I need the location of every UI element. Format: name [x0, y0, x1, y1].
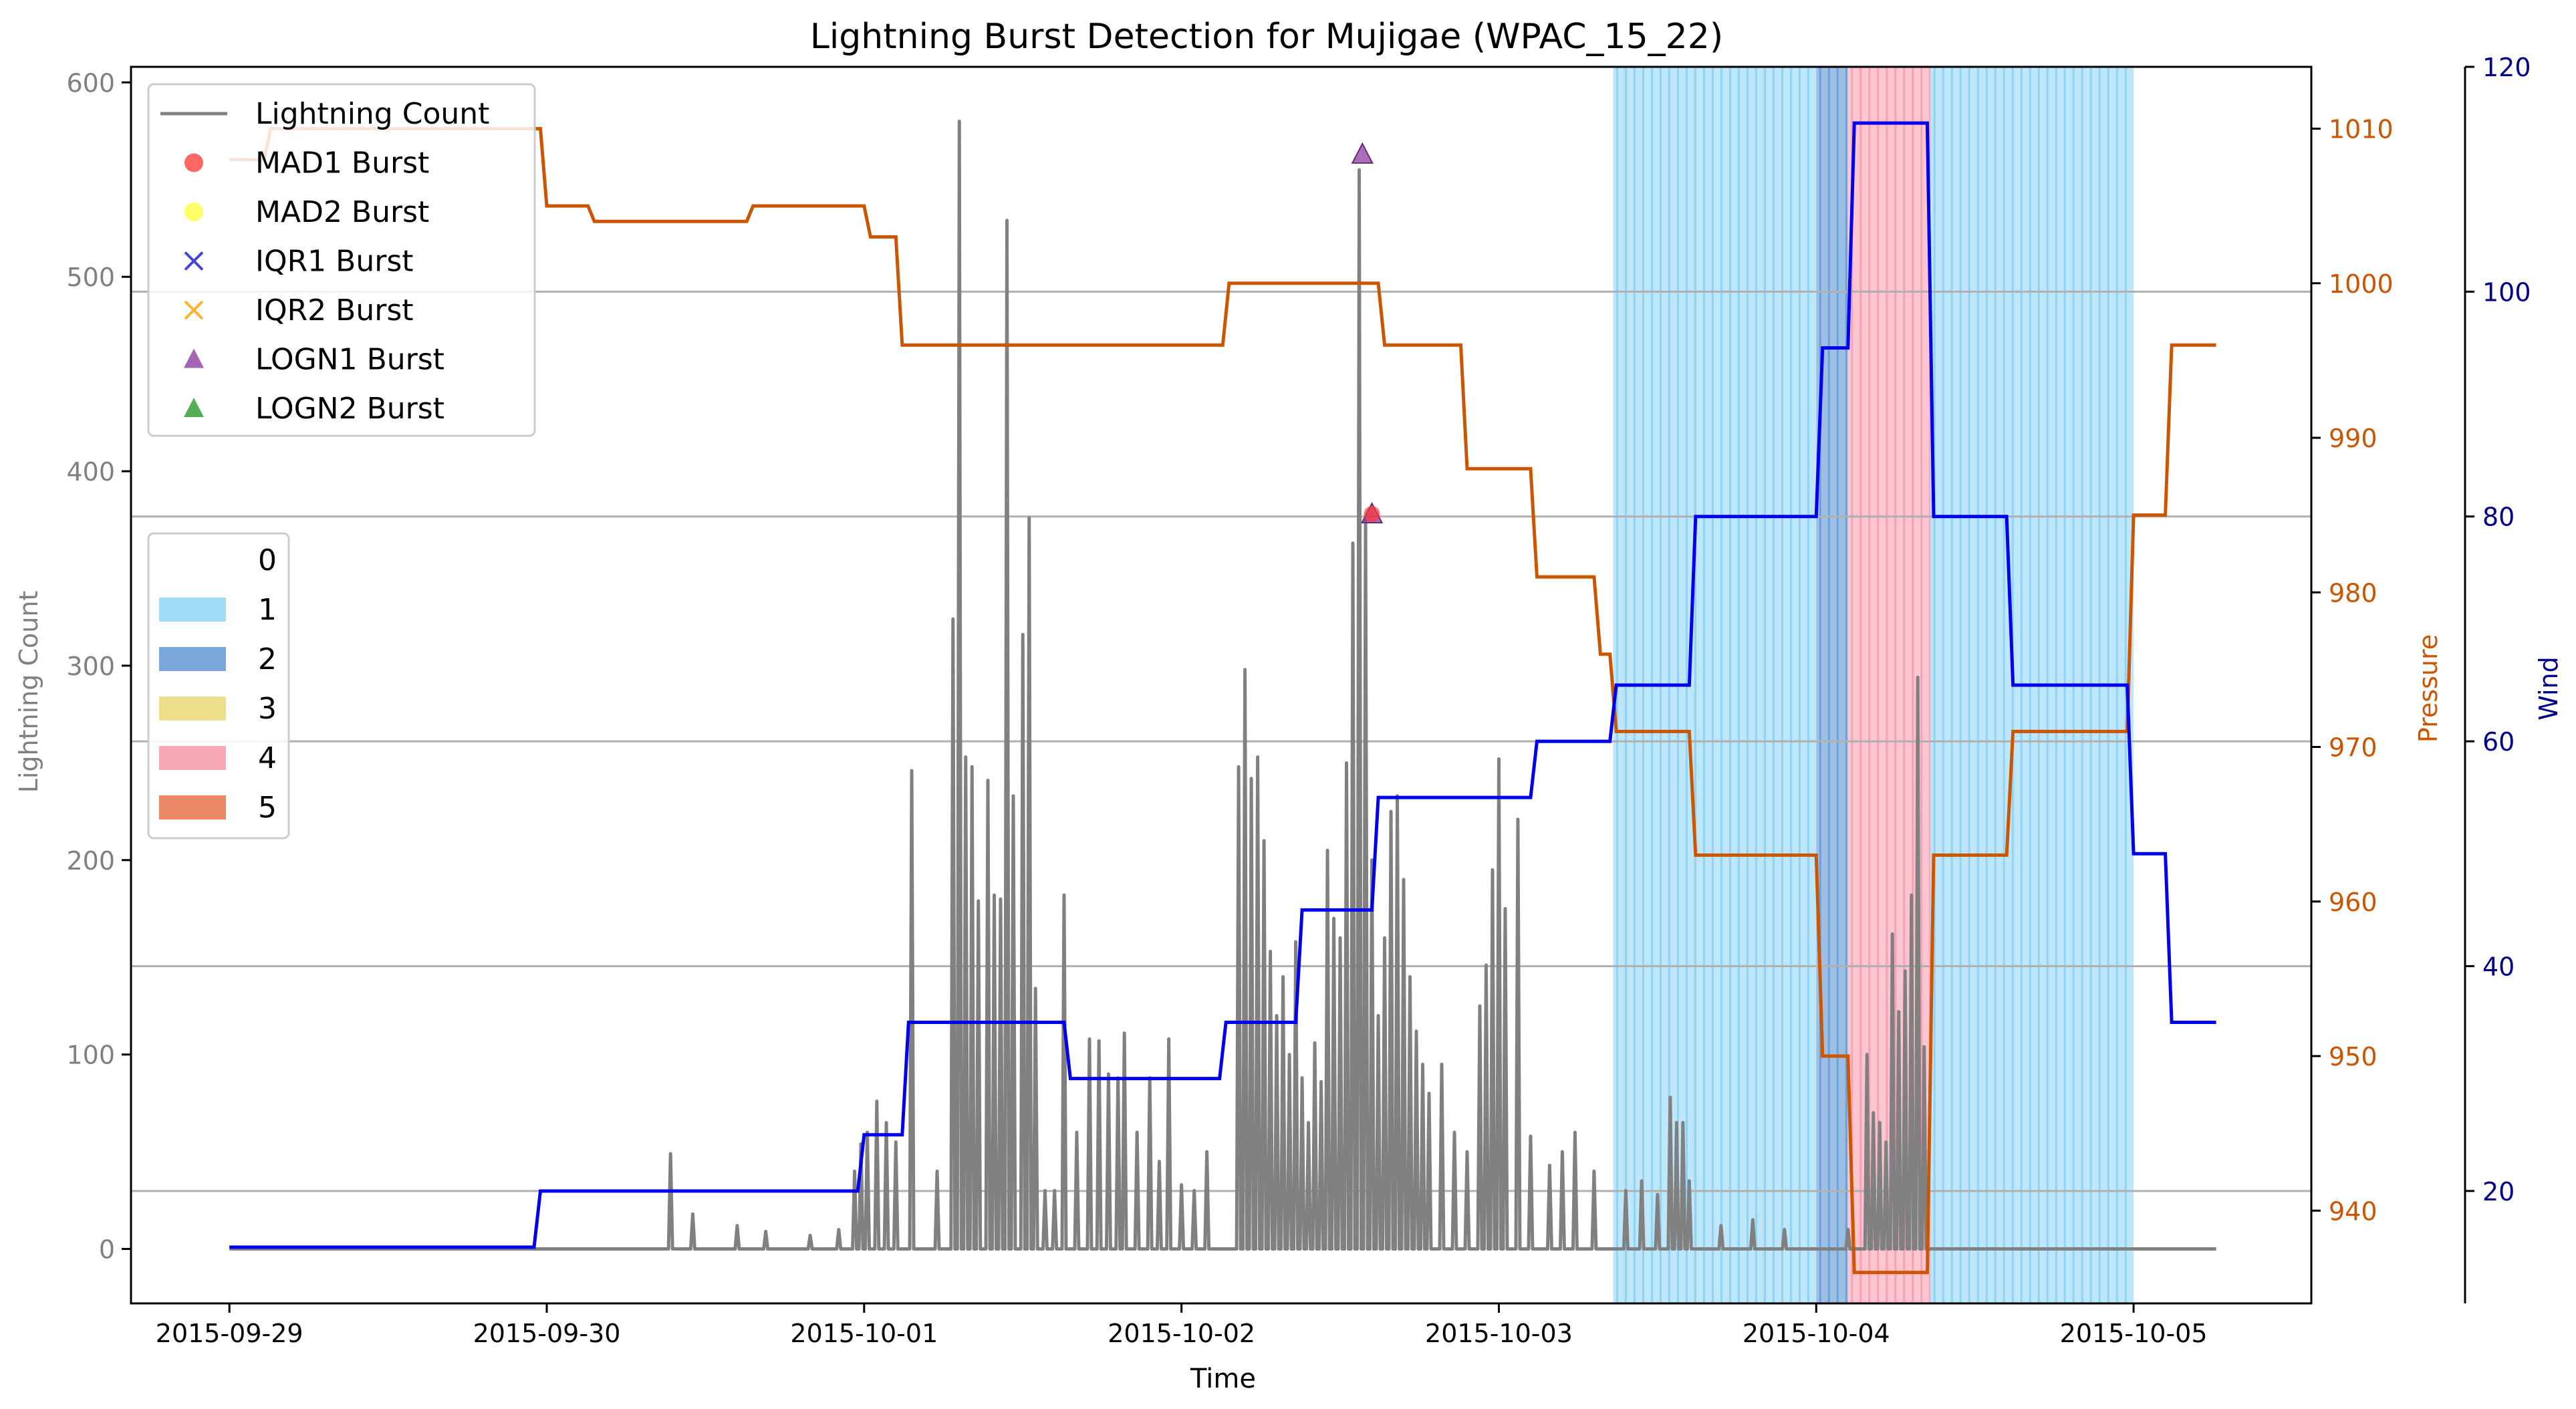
legend-layer: Lightning Count MAD1 Burst MAD2 Burst IQR1 … [148, 84, 535, 838]
y-tick-label-left: 600 [66, 68, 115, 98]
chart-title: Lightning Burst Detection for Mujigae (W… [810, 17, 1723, 57]
legend-circle-swatch [184, 154, 203, 172]
burst-marker-mad1 [1364, 506, 1380, 522]
y-tick-label-wind: 80 [2482, 503, 2515, 532]
legend-category-swatch [159, 746, 226, 770]
y-axis-label-wind: Wind [2534, 656, 2563, 721]
y-tick-label-pressure: 970 [2329, 733, 2377, 763]
legend-series-label: LOGN2 Burst [255, 392, 444, 426]
x-tick-label: 2015-10-03 [1425, 1319, 1573, 1348]
y-tick-label-wind: 20 [2482, 1177, 2515, 1206]
legend-category-swatch [159, 598, 226, 622]
legend-category-label: 1 [258, 593, 277, 627]
x-tick-label: 2015-10-01 [790, 1319, 938, 1348]
legend-category-label: 3 [258, 692, 277, 726]
x-tick-label: 2015-10-02 [1108, 1319, 1255, 1348]
legend-category-swatch [159, 647, 226, 671]
y-tick-label-left: 0 [99, 1235, 115, 1265]
y-axis-label-lightning: Lightning Count [14, 591, 43, 793]
legend-category-label: 2 [258, 642, 277, 676]
legend-category-label: 5 [258, 791, 277, 825]
y-tick-label-pressure: 980 [2329, 578, 2377, 608]
y-tick-label-pressure: 990 [2329, 424, 2377, 453]
y-tick-label-pressure: 940 [2329, 1196, 2377, 1226]
x-tick-label: 2015-09-29 [156, 1319, 303, 1348]
legend-series-label: IQR1 Burst [255, 245, 414, 279]
legend-series-label: Lightning Count [255, 97, 489, 131]
legend-category-swatch [159, 795, 226, 819]
y-tick-label-left: 400 [66, 457, 115, 487]
y-tick-label-pressure: 1000 [2329, 269, 2394, 299]
legend-category-swatch [159, 548, 226, 572]
y-tick-label-pressure: 1010 [2329, 115, 2394, 144]
y-tick-label-wind: 120 [2482, 53, 2531, 82]
y-tick-label-wind: 40 [2482, 952, 2515, 981]
x-tick-label: 2015-10-04 [1743, 1319, 1890, 1348]
y-tick-label-left: 300 [66, 652, 115, 681]
legend-category-swatch [159, 696, 226, 721]
legend-category-label: 4 [258, 741, 277, 775]
y-axis-label-pressure: Pressure [2414, 634, 2443, 743]
y-tick-label-pressure: 960 [2329, 888, 2377, 917]
x-tick-label: 2015-09-30 [473, 1319, 621, 1348]
bursts-layer [1352, 144, 1382, 523]
y-tick-label-left: 200 [66, 846, 115, 876]
legend-series-label: IQR2 Burst [255, 293, 414, 328]
y-tick-label-left: 500 [66, 263, 115, 292]
y-tick-label-pressure: 950 [2329, 1042, 2377, 1071]
burst-marker-logn1 [1352, 144, 1372, 163]
x-tick-label: 2015-10-05 [2060, 1319, 2208, 1348]
x-axis-label: Time [1190, 1364, 1256, 1394]
legend-series-label: MAD1 Burst [255, 146, 429, 180]
y-tick-label-wind: 100 [2482, 277, 2531, 307]
legend-circle-swatch [184, 203, 203, 221]
legend-series-label: LOGN1 Burst [255, 343, 444, 377]
legend-series-label: MAD2 Burst [255, 195, 429, 229]
legend-category-label: 0 [258, 543, 277, 578]
y-tick-label-left: 100 [66, 1041, 115, 1070]
y-tick-label-wind: 60 [2482, 727, 2515, 757]
